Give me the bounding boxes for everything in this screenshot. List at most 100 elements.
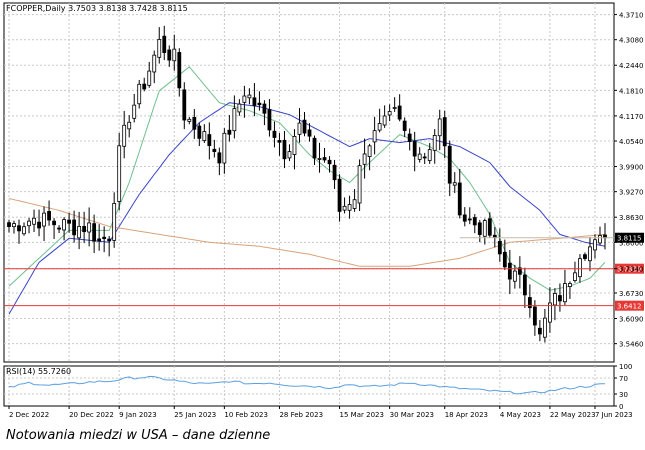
candle-down xyxy=(67,219,72,224)
candle-up xyxy=(42,212,46,227)
caption: Notowania miedzi w USA – dane dzienne xyxy=(6,428,271,443)
candle-up xyxy=(62,219,66,231)
y-tick-label: 4.3710 xyxy=(619,12,644,20)
candle-down xyxy=(407,133,412,142)
candle-down xyxy=(102,236,107,239)
rsi-tick-label: 0 xyxy=(619,403,623,411)
candle-down xyxy=(412,140,417,157)
candle-down xyxy=(177,52,182,89)
candle-up xyxy=(362,153,367,165)
candle-down xyxy=(507,262,512,280)
horizontal-lines: 3.7339 3.6412 3.8115 xyxy=(4,232,644,311)
candle-up xyxy=(542,317,547,338)
rsi-tick-label: 70 xyxy=(619,375,628,383)
candle-down xyxy=(527,297,532,309)
y-tick-label: 4.0540 xyxy=(619,138,644,146)
candle-up xyxy=(432,135,437,151)
candle-up xyxy=(568,283,572,287)
candle-down xyxy=(262,103,267,114)
candle-down xyxy=(457,182,462,216)
candle-down xyxy=(57,227,61,230)
candle-up xyxy=(352,199,357,209)
candle-down xyxy=(252,97,257,106)
candle-down xyxy=(47,210,51,221)
chart-root: 3.7339 3.6412 3.8115 4.3710 4.3080 4.2440 4.1… xyxy=(3,2,644,419)
candle-down xyxy=(162,35,167,53)
candle-up xyxy=(297,122,302,135)
y-tick-label: 3.6730 xyxy=(619,290,644,298)
y-tick-label: 3.6090 xyxy=(619,316,644,324)
candle-up xyxy=(482,220,487,237)
candle-down xyxy=(532,306,537,326)
candle-down xyxy=(72,219,77,236)
last-price-label: 3.8115 xyxy=(617,235,642,243)
chart-title: FCOPPER,Daily 3.7503 3.8138 3.7428 3.811… xyxy=(6,4,188,13)
y-tick-label: 4.1170 xyxy=(619,113,644,121)
candle-down xyxy=(212,148,217,152)
candle-up xyxy=(147,70,152,86)
candles xyxy=(7,25,607,343)
candle-down xyxy=(492,234,497,238)
candle-down xyxy=(277,140,282,143)
y-tick-label: 3.8630 xyxy=(619,214,644,222)
candle-down xyxy=(182,89,187,121)
candle-up xyxy=(187,118,192,122)
candle-up xyxy=(573,272,577,281)
candle-down xyxy=(502,251,507,268)
candle-down xyxy=(477,222,482,235)
rsi-panel: 100 70 30 0 xyxy=(4,363,632,411)
ma-slow-line xyxy=(8,198,606,267)
candle-down xyxy=(192,117,197,130)
candle-down xyxy=(92,223,97,242)
candle-up xyxy=(132,104,137,119)
candle-up xyxy=(242,95,247,103)
candle-up xyxy=(77,226,82,239)
candle-up xyxy=(32,217,36,225)
candle-down xyxy=(17,225,21,232)
candle-up xyxy=(563,283,567,303)
candle-down xyxy=(497,241,502,255)
candle-up xyxy=(382,115,387,126)
y-tick-label: 4.1810 xyxy=(619,87,644,95)
candle-down xyxy=(82,226,87,233)
candle-up xyxy=(22,226,26,235)
support-label-box xyxy=(615,263,644,274)
ma-mid-line xyxy=(8,102,606,315)
candle-down xyxy=(302,119,307,134)
candle-down xyxy=(7,222,11,227)
candle-down xyxy=(472,217,477,226)
x-tick-label: 9 Jan 2023 xyxy=(119,411,157,419)
x-tick-label: 25 Jan 2023 xyxy=(174,411,216,419)
candle-down xyxy=(142,83,147,90)
candle-up xyxy=(152,54,157,73)
candle-up xyxy=(452,182,457,186)
candle-down xyxy=(37,221,41,229)
candle-up xyxy=(232,108,237,132)
x-tick-label: 7 Jun 2023 xyxy=(595,411,633,419)
y-tick-label: 3.9270 xyxy=(619,189,644,197)
x-tick-label: 18 Apr 2023 xyxy=(445,411,488,419)
candle-down xyxy=(197,125,202,139)
x-tick-label: 4 May 2023 xyxy=(500,411,541,419)
candle-up xyxy=(372,130,377,143)
candle-up xyxy=(427,149,432,161)
candle-down xyxy=(397,105,402,120)
chart-frame xyxy=(3,2,615,407)
candle-up xyxy=(593,239,597,251)
x-tick-label: 20 Dec 2022 xyxy=(69,411,114,419)
x-tick-label: 15 Mar 2023 xyxy=(340,411,384,419)
y-tick-label: 3.5460 xyxy=(619,341,644,349)
axes: 4.3710 4.3080 4.2440 4.1810 4.1170 4.0540 3.99… xyxy=(8,12,644,419)
candle-down xyxy=(487,218,492,236)
candle-down xyxy=(402,120,407,131)
candle-up xyxy=(287,151,292,159)
y-tick-label: 4.2440 xyxy=(619,62,644,70)
candle-up xyxy=(548,302,552,323)
candle-down xyxy=(462,214,467,222)
candle-up xyxy=(578,258,582,278)
x-tick-label: 2 Dec 2022 xyxy=(9,411,49,419)
candle-down xyxy=(422,156,427,159)
rsi-tick-label: 30 xyxy=(619,391,628,399)
candle-down xyxy=(537,327,542,335)
candle-down xyxy=(327,159,332,165)
